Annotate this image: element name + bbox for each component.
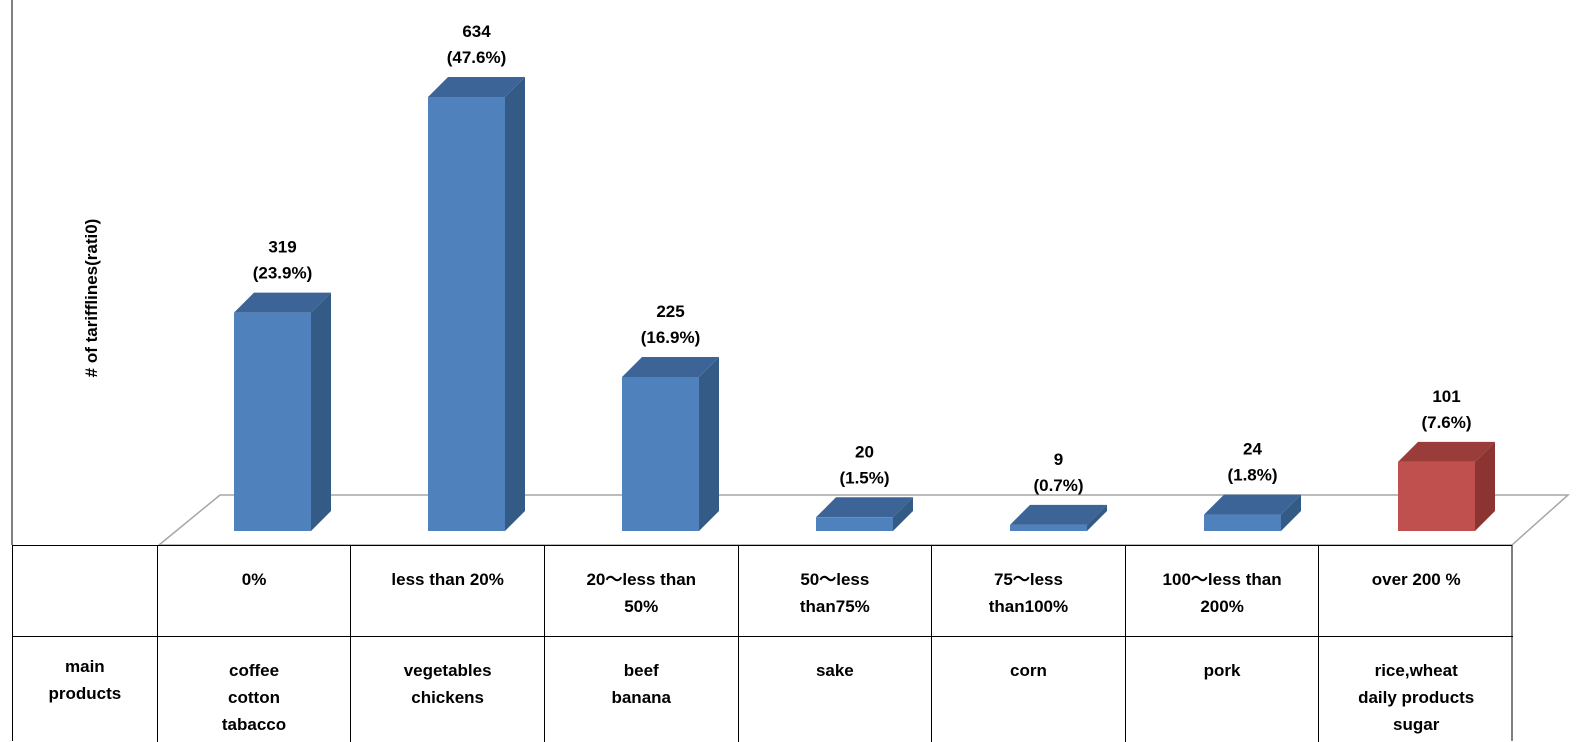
- bar-front: [1204, 514, 1281, 531]
- bar-top: [1398, 441, 1495, 462]
- value-label: 319: [268, 238, 296, 257]
- bar-side: [893, 497, 913, 531]
- bar-side: [1281, 494, 1301, 531]
- range-cell: 50～less than75%: [739, 546, 933, 636]
- percent-label: (0.7%): [1033, 476, 1083, 495]
- value-labels-group: 319 (23.9%) 634 (47.6%) 225 (16.9%) 20 (1.5%) 9 (…: [253, 22, 1472, 495]
- products-cell: sake: [739, 637, 933, 742]
- products-cell: pork: [1126, 637, 1320, 742]
- bar-front: [428, 97, 505, 531]
- range-cell: over 200 %: [1371, 570, 1461, 589]
- bar: [1398, 441, 1495, 531]
- bar-top: [234, 292, 331, 313]
- products-cell: rice,wheat daily products sugar: [1358, 661, 1475, 734]
- products-cell: corn: [932, 637, 1126, 742]
- bar-front: [1010, 524, 1087, 531]
- bar-top: [1010, 504, 1107, 525]
- bar-front: [234, 312, 311, 531]
- percent-label: (47.6%): [447, 48, 507, 67]
- value-label: 634: [462, 22, 491, 41]
- bar-front: [1398, 461, 1475, 531]
- products-cell: beef banana: [545, 637, 739, 742]
- percent-label: (7.6%): [1421, 413, 1471, 432]
- bar: [1204, 494, 1301, 531]
- table-row-ranges: 0% less than 20% 20～less than 50% 50～les…: [13, 546, 1513, 637]
- row-header-ranges: [13, 546, 158, 636]
- percent-label: (23.9%): [253, 264, 313, 283]
- bar-side: [1475, 441, 1495, 531]
- y-axis-label: # of tarifflines(rati0): [82, 218, 101, 378]
- bar-side: [1087, 504, 1107, 531]
- bar: [816, 497, 913, 531]
- value-label: 225: [656, 302, 684, 321]
- bar-top: [428, 77, 525, 98]
- bar: [1010, 504, 1107, 531]
- bars-group: [234, 77, 1495, 531]
- row-header-products: main products: [13, 637, 158, 742]
- range-cell: less than 20%: [351, 546, 545, 636]
- bar-top: [622, 356, 719, 377]
- bar-top: [1204, 494, 1301, 515]
- value-label: 101: [1432, 387, 1460, 406]
- bar: [428, 77, 525, 531]
- bar-top: [816, 497, 913, 518]
- products-cell: coffee cotton tabacco: [158, 637, 352, 742]
- table-row-products: main products coffee cotton tabacco vege…: [13, 637, 1513, 742]
- products-cell: vegetables chickens: [351, 637, 545, 742]
- range-cell: 0%: [158, 546, 352, 636]
- percent-label: (1.8%): [1227, 466, 1277, 485]
- value-label: 20: [855, 442, 874, 461]
- percent-label: (16.9%): [641, 328, 701, 347]
- bar-front: [816, 517, 893, 531]
- bar-side: [505, 77, 525, 531]
- bar-side: [699, 356, 719, 531]
- bar-front: [622, 376, 699, 531]
- value-label: 24: [1243, 440, 1262, 459]
- percent-label: (1.5%): [839, 468, 889, 487]
- bar: [234, 292, 331, 531]
- category-table: 0% less than 20% 20～less than 50% 50～les…: [12, 545, 1513, 742]
- bar-side: [311, 292, 331, 531]
- range-cell: 100～less than 200%: [1126, 546, 1320, 636]
- range-cell: 75～less than100%: [932, 546, 1126, 636]
- bar: [622, 356, 719, 531]
- range-cell: 20～less than 50%: [545, 546, 739, 636]
- value-label: 9: [1054, 450, 1063, 469]
